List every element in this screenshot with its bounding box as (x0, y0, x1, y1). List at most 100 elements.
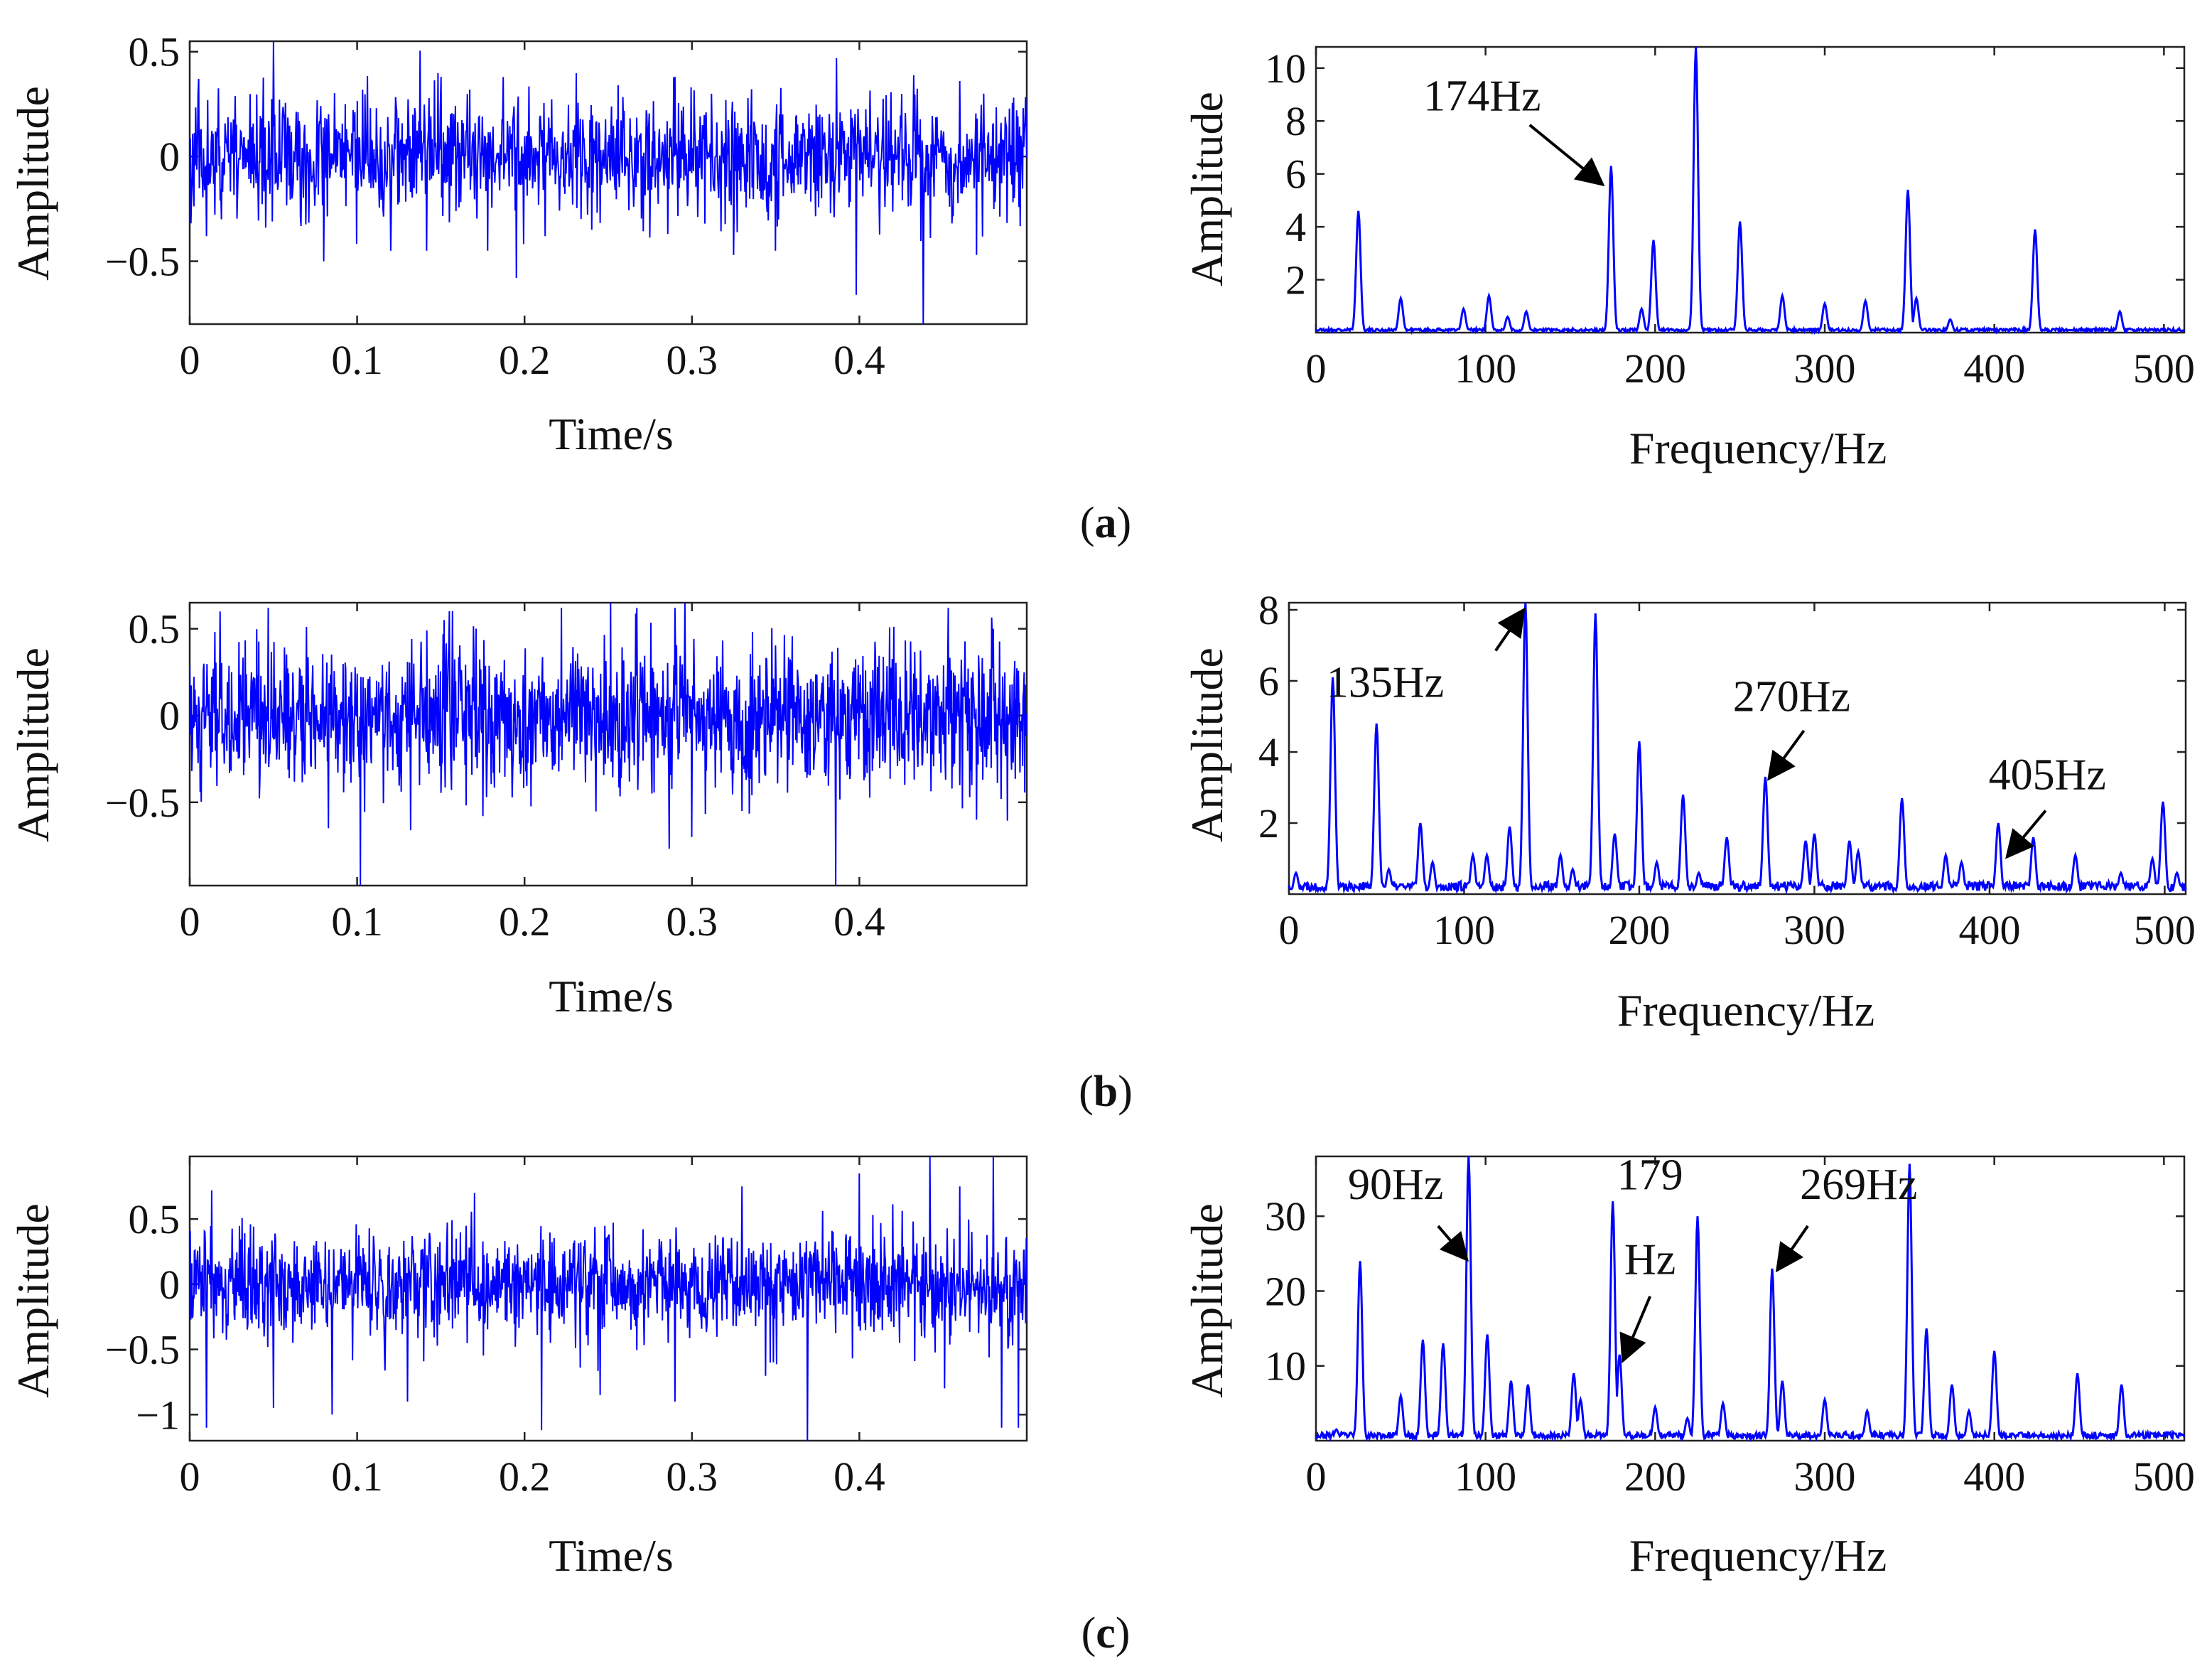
time-signal-line (189, 602, 1027, 886)
y-tick-label: 2 (1258, 800, 1279, 847)
y-tick-label: 0.5 (129, 29, 180, 75)
time-chart-a: Amplitude Time/s 0 0.1 0.2 0.3 0.4 −0.5 0 0.5 (8, 29, 1028, 459)
x-tick-label: 100 (1455, 345, 1516, 392)
x-tick-label: 0.4 (833, 1453, 885, 1500)
spectrum-line (1288, 602, 2187, 895)
x-tick-label: 300 (1794, 345, 1856, 392)
y-tick-label: 30 (1265, 1193, 1306, 1240)
frequency-chart-c: Amplitude Frequency/Hz 0 100 200 300 400 500 1… (1182, 1151, 2195, 1581)
y-tick-label: 0.5 (129, 1196, 180, 1242)
y-tick-label: 10 (1265, 1343, 1306, 1390)
panel-caption: (a) (1080, 499, 1131, 547)
y-tick-label: 0.5 (129, 606, 180, 652)
x-axis-label: Time/s (549, 971, 674, 1021)
peak-annotation-label: 135Hz (1327, 659, 1444, 707)
time-chart-c: Amplitude Time/s 0 0.1 0.2 0.3 0.4 −1 −0.5 0 0.5 (8, 1155, 1028, 1581)
y-tick-label: 0 (159, 134, 180, 180)
y-axis-label: Amplitude (1182, 92, 1232, 286)
x-tick-label: 0.2 (499, 1453, 551, 1500)
spectrum-line (1315, 46, 2186, 335)
x-tick-label: 0.3 (667, 1453, 718, 1500)
peak-annotation-label: 90Hz (1348, 1161, 1443, 1209)
time-signal-line (189, 1156, 1027, 1441)
x-tick-label: 0.1 (331, 1453, 383, 1500)
frequency-chart-a: Amplitude Frequency/Hz 0 100 200 300 400 500 2… (1182, 45, 2195, 473)
panel-a: Amplitude Time/s 0 0.1 0.2 0.3 0.4 −0.5 0 0.5 A… (8, 29, 2195, 547)
plot-frame (1288, 601, 2187, 896)
x-tick-label: 0.2 (499, 337, 551, 383)
y-tick-label: −0.5 (105, 780, 180, 826)
y-tick-label: −1 (136, 1392, 180, 1438)
y-tick-label: 2 (1285, 257, 1306, 303)
x-tick-label: 200 (1624, 1453, 1686, 1500)
y-tick-label: 8 (1258, 587, 1279, 633)
panel-caption: (c) (1081, 1609, 1131, 1657)
plot-frame (188, 601, 1028, 887)
x-tick-label: 500 (2134, 907, 2196, 953)
time-chart-b: Amplitude Time/s 0 0.1 0.2 0.3 0.4 −0.5 0 0.5 (8, 601, 1028, 1021)
x-axis-label: Time/s (549, 1530, 674, 1581)
y-tick-label: 6 (1285, 151, 1306, 198)
x-tick-label: 0 (1306, 345, 1327, 392)
peak-annotation-arrow (1437, 1225, 1469, 1262)
panel-c: Amplitude Time/s 0 0.1 0.2 0.3 0.4 −1 −0.5 0 0.5… (8, 1151, 2195, 1657)
peak-annotation-arrow (1494, 607, 1526, 652)
x-tick-label: 100 (1455, 1453, 1516, 1500)
x-tick-label: 0 (180, 1453, 200, 1500)
y-axis-label: Amplitude (8, 1203, 58, 1398)
peak-annotation-label: 174Hz (1423, 72, 1541, 120)
y-tick-label: 0 (159, 693, 180, 739)
y-tick-label: 8 (1285, 98, 1306, 144)
peak-annotation-arrow (1619, 1296, 1652, 1364)
x-tick-label: 0.4 (833, 337, 885, 383)
x-tick-label: 0.2 (499, 898, 551, 945)
peak-annotation-label: 179 (1617, 1151, 1683, 1199)
peak-annotation-label: 269Hz (1800, 1161, 1917, 1209)
plot-frame (1315, 1155, 2186, 1442)
panel-b: Amplitude Time/s 0 0.1 0.2 0.3 0.4 −0.5 0 0.5 A… (8, 587, 2196, 1116)
x-axis-label: Time/s (549, 409, 674, 459)
plot-frame (1315, 45, 2186, 334)
plot-frame (188, 40, 1028, 326)
y-axis-label: Amplitude (8, 86, 58, 281)
panel-caption: (b) (1079, 1068, 1133, 1116)
y-tick-label: 4 (1258, 729, 1279, 775)
y-tick-label: −0.5 (105, 239, 180, 285)
x-tick-label: 300 (1794, 1453, 1856, 1500)
x-tick-label: 400 (1963, 345, 2025, 392)
peak-annotation-arrow (1775, 1225, 1809, 1273)
y-tick-label: 10 (1265, 45, 1306, 92)
spectrum-line (1315, 1156, 2186, 1443)
x-tick-label: 300 (1784, 907, 1845, 953)
x-tick-label: 0 (1279, 907, 1300, 953)
y-tick-label: 0 (159, 1262, 180, 1308)
x-tick-label: 200 (1608, 907, 1670, 953)
y-tick-label: 4 (1285, 204, 1306, 250)
x-tick-label: 400 (1963, 1453, 2025, 1500)
x-tick-label: 0.3 (667, 337, 718, 383)
y-tick-label: 20 (1265, 1268, 1306, 1314)
y-tick-label: 6 (1258, 658, 1279, 704)
x-tick-label: 0 (1306, 1453, 1327, 1500)
x-axis-label: Frequency/Hz (1629, 423, 1887, 473)
x-axis-label: Frequency/Hz (1629, 1530, 1887, 1581)
y-tick-label: −0.5 (105, 1327, 180, 1373)
x-tick-label: 500 (2133, 345, 2195, 392)
y-axis-label: Amplitude (8, 647, 58, 842)
x-tick-label: 0.1 (331, 898, 383, 945)
x-tick-label: 0.1 (331, 337, 383, 383)
peak-annotation-label: 405Hz (1989, 751, 2106, 800)
x-tick-label: 500 (2133, 1453, 2195, 1500)
peak-annotation-arrow (1767, 729, 1806, 781)
frequency-chart-b: Amplitude Frequency/Hz 0 100 200 300 400 500 2… (1182, 587, 2196, 1036)
peak-annotation-arrow (1528, 124, 1605, 187)
x-tick-label: 200 (1624, 345, 1686, 392)
x-tick-label: 400 (1958, 907, 2020, 953)
peak-annotation-label: Hz (1624, 1235, 1676, 1284)
x-tick-label: 0.3 (667, 898, 718, 945)
time-signal-line (189, 41, 1027, 325)
y-axis-label: Amplitude (1182, 647, 1232, 842)
x-tick-label: 100 (1433, 907, 1495, 953)
x-tick-label: 0 (180, 337, 200, 383)
